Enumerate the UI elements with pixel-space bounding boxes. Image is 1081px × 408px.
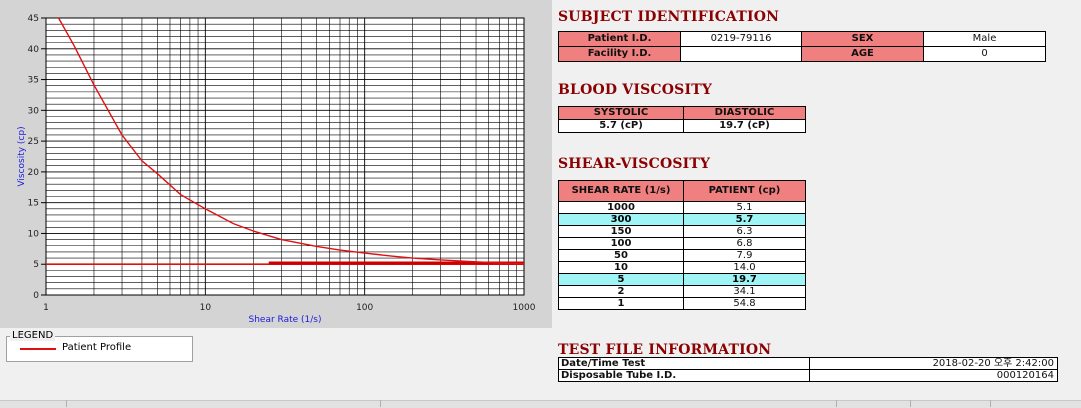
patient-value-cell: 7.9 [683,249,806,262]
test-file-heading: TEST FILE INFORMATION [558,342,772,358]
status-divider [836,400,837,407]
blood-viscosity-table: SYSTOLIC DIASTOLIC 5.7 (cP) 19.7 (cP) [558,106,806,133]
y-tick-label: 5 [33,260,39,270]
x-tick-label: 100 [356,303,373,313]
table-row: 5 19.7 [558,273,806,286]
facility-id-label: Facility I.D. [558,46,681,62]
patient-cp-header: PATIENT (cp) [683,180,806,202]
subject-table: Patient I.D. 0219-79116 SEX Male Facilit… [558,31,1046,62]
diastolic-label: DIASTOLIC [683,106,806,120]
status-divider [66,400,67,407]
x-tick-label: 1 [43,303,49,313]
patient-value-cell: 19.7 [683,273,806,286]
viscosity-chart: 0 5 10 15 20 25 30 35 40 45 1 10 100 1000 Shear Rate (… [17,14,536,325]
patient-id-label: Patient I.D. [558,31,681,47]
test-file-table: Date/Time Test 2018-02-20 오후 2:42:00 Dis… [558,357,1058,382]
age-value: 0 [923,46,1046,62]
table-row: 150 6.3 [558,225,806,238]
shear-rate-cell: 2 [558,285,684,298]
diastolic-value: 19.7 (cP) [683,119,806,133]
y-tick-label: 45 [28,14,39,24]
legend-line-swatch [20,348,56,350]
x-tick-label: 1000 [513,303,536,313]
y-tick-label: 35 [28,76,39,86]
systolic-value: 5.7 (cP) [558,119,684,133]
patient-value-cell: 6.8 [683,237,806,250]
shear-rate-cell: 50 [558,249,684,262]
chart-panel: 0 5 10 15 20 25 30 35 40 45 1 10 100 1000 Shear Rate (… [0,0,552,328]
sex-value: Male [923,31,1046,47]
table-row: 1000 5.1 [558,201,806,214]
table-row: 50 7.9 [558,249,806,262]
patient-value-cell: 54.8 [683,297,806,310]
y-tick-label: 15 [28,199,39,209]
y-tick-label: 10 [28,229,40,239]
shear-rate-cell: 1000 [558,201,684,214]
table-row: 1 54.8 [558,297,806,310]
blood-viscosity-heading: BLOOD VISCOSITY [558,82,713,98]
table-row: 300 5.7 [558,213,806,226]
facility-id-value [680,46,802,62]
y-tick-label: 20 [28,168,40,178]
patient-value-cell: 14.0 [683,261,806,274]
y-tick-label: 40 [28,45,40,55]
patient-id-value: 0219-79116 [680,31,802,47]
shear-rate-cell: 300 [558,213,684,226]
shear-rate-cell: 100 [558,237,684,250]
shear-rate-cell: 10 [558,261,684,274]
table-row: 100 6.8 [558,237,806,250]
table-row: 2 34.1 [558,285,806,298]
date-time-label: Date/Time Test [558,357,810,370]
shear-rate-cell: 1 [558,297,684,310]
date-time-value: 2018-02-20 오후 2:42:00 [809,357,1058,370]
patient-value-cell: 6.3 [683,225,806,238]
systolic-label: SYSTOLIC [558,106,684,120]
status-bar [0,400,1081,408]
tube-id-value: 000120164 [809,369,1058,382]
shear-viscosity-heading: SHEAR-VISCOSITY [558,156,711,172]
subject-heading: SUBJECT IDENTIFICATION [558,9,780,25]
table-row: 10 14.0 [558,261,806,274]
x-tick-label: 10 [200,303,212,313]
age-label: AGE [801,46,924,62]
y-axis-title: Viscosity (cp) [17,126,27,186]
patient-value-cell: 34.1 [683,285,806,298]
y-tick-label: 25 [28,137,39,147]
sex-label: SEX [801,31,924,47]
shear-viscosity-table: SHEAR RATE (1/s) PATIENT (cp) 1000 5.1 30… [558,180,806,310]
status-divider [910,400,911,407]
plot-area [45,17,525,296]
series-line-patient-profile [57,17,525,265]
y-tick-label: 30 [28,106,40,116]
status-divider [380,400,381,407]
x-axis-title: Shear Rate (1/s) [249,315,322,325]
y-tick-label: 0 [33,291,39,301]
shear-rate-cell: 150 [558,225,684,238]
legend-title: LEGEND [10,330,56,341]
patient-value-cell: 5.1 [683,201,806,214]
tube-id-label: Disposable Tube I.D. [558,369,810,382]
shear-rate-cell: 5 [558,273,684,286]
patient-value-cell: 5.7 [683,213,806,226]
legend-label: Patient Profile [62,342,132,353]
shear-rate-header: SHEAR RATE (1/s) [558,180,684,202]
status-divider [990,400,991,407]
